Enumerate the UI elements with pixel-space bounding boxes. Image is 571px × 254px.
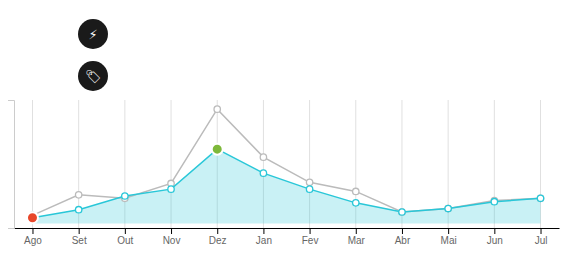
- tick-mark: [79, 228, 80, 234]
- marker: [353, 200, 359, 206]
- tick: Set: [72, 228, 87, 246]
- marker: [75, 192, 81, 198]
- tick-label: Mar: [348, 235, 366, 246]
- tick: Nov: [163, 228, 181, 246]
- marker: [399, 209, 405, 215]
- tick-label: Abr: [395, 235, 411, 246]
- axis-line: [15, 228, 560, 229]
- tick-label: Fev: [302, 235, 319, 246]
- marker: [353, 188, 359, 194]
- tick: Mar: [348, 228, 366, 246]
- tick-label: Jan: [256, 235, 272, 246]
- marker: [445, 205, 451, 211]
- y-axis: [8, 101, 15, 229]
- tick-mark: [402, 228, 403, 234]
- marker: [168, 186, 174, 192]
- tick-label: Jun: [487, 235, 503, 246]
- tick-mark: [448, 228, 449, 234]
- area: [32, 149, 540, 223]
- line: [32, 109, 540, 215]
- marker: [75, 207, 81, 213]
- tick: Jul: [535, 228, 548, 246]
- tick-label: Nov: [163, 235, 181, 246]
- marker: [399, 209, 405, 215]
- line: [32, 149, 540, 218]
- tick-mark: [32, 228, 33, 234]
- marks: [27, 106, 544, 223]
- icon-symbol: ⚡: [88, 27, 97, 42]
- tick: Jan: [256, 228, 272, 246]
- tick-mark: [356, 228, 357, 234]
- marker: [491, 199, 497, 205]
- tick-label: Mai: [441, 235, 457, 246]
- grid-line: [32, 100, 33, 228]
- marker: [537, 195, 543, 201]
- chart: AgoSetOutNovDezJanFevMarAbrMaiJunJul⚡🏷: [0, 0, 571, 254]
- tick: Fev: [302, 228, 319, 246]
- marker: [445, 205, 451, 211]
- x-axis: Ago Set Out Nov Dez Jan Fev Mar Abr Mai Jun Jul: [15, 228, 560, 246]
- highlight-marker: [212, 144, 223, 155]
- marker: [537, 195, 543, 201]
- tick: Mai: [441, 228, 457, 246]
- tick-label: Set: [72, 235, 87, 246]
- plot: Ago Set Out Nov Dez Jan Fev Mar Abr Mai Jun Jul: [8, 100, 560, 246]
- axis-line: [8, 101, 15, 229]
- tick-mark: [171, 228, 172, 234]
- highlight-marker: [27, 212, 38, 223]
- grid: [32, 100, 540, 228]
- marker: [306, 186, 312, 192]
- marker: [214, 106, 220, 112]
- tick: Out: [117, 228, 133, 246]
- tick-mark: [310, 228, 311, 234]
- marker: [306, 179, 312, 185]
- icon-circle: [78, 19, 108, 49]
- tick-mark: [494, 228, 495, 234]
- marker: [260, 170, 266, 176]
- icon-symbol: 🏷: [85, 69, 102, 84]
- tick-mark: [541, 228, 542, 234]
- icon-circle: [78, 61, 108, 91]
- tick-label: Out: [117, 235, 133, 246]
- tick-mark: [125, 228, 126, 234]
- tick: Abr: [395, 228, 411, 246]
- tick-mark: [263, 228, 264, 234]
- tick: Jun: [487, 228, 503, 246]
- icons: ⚡🏷: [78, 19, 108, 91]
- tick-label: Ago: [24, 235, 42, 246]
- tick-mark: [217, 228, 218, 234]
- tick: Dez: [209, 228, 227, 246]
- marker: [122, 193, 128, 199]
- tick-label: Jul: [535, 235, 548, 246]
- marker: [260, 154, 266, 160]
- tick-label: Dez: [209, 235, 227, 246]
- tick: Ago: [24, 228, 42, 246]
